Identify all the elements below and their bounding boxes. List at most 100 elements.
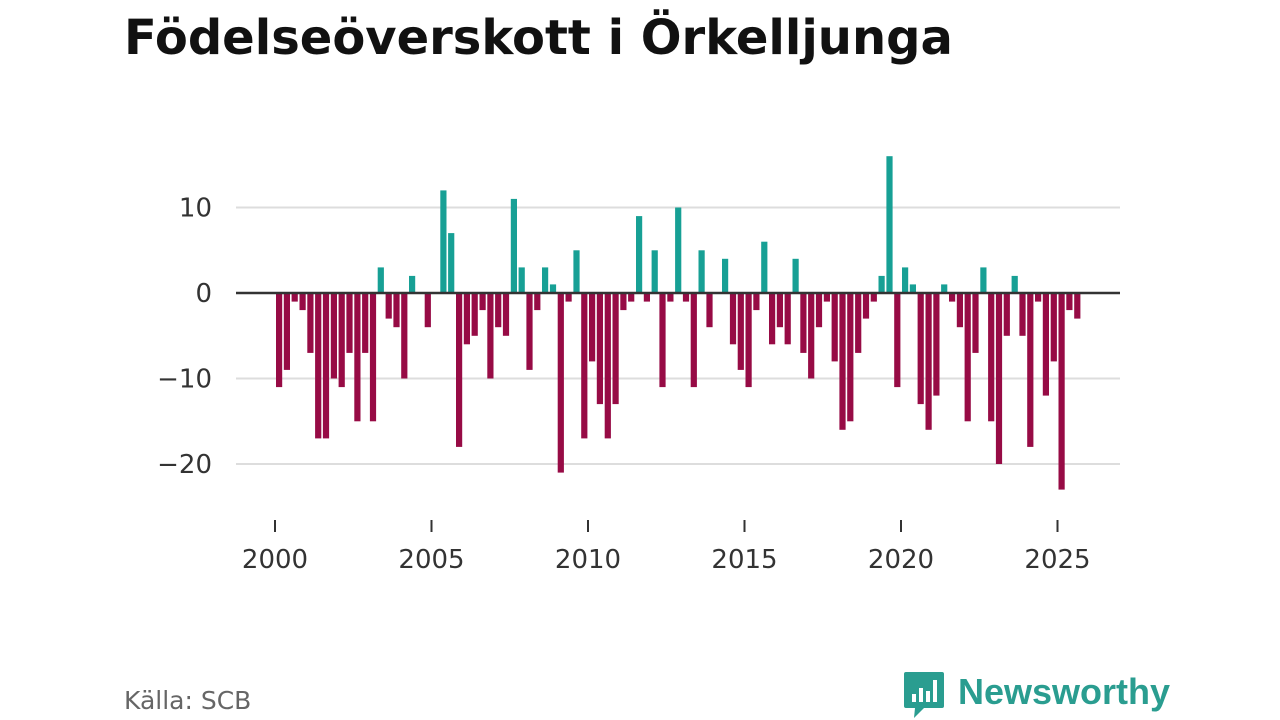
bar <box>667 293 674 302</box>
bar <box>808 293 815 379</box>
bar <box>409 275 416 293</box>
bar <box>612 293 619 405</box>
bar <box>855 293 862 353</box>
bar <box>1003 293 1010 336</box>
bar <box>909 284 916 293</box>
chart-title: Födelseöverskott i Örkelljunga <box>124 10 953 66</box>
bar <box>502 293 510 336</box>
bar <box>338 293 345 388</box>
bar <box>549 284 557 293</box>
x-tick-label: 2005 <box>398 545 464 575</box>
bar <box>565 293 572 302</box>
bar <box>1058 293 1065 490</box>
bar <box>463 293 470 345</box>
bar <box>510 198 517 293</box>
x-tick-label: 2020 <box>868 545 934 575</box>
bar <box>964 293 971 422</box>
bar <box>1035 293 1042 302</box>
bar <box>518 267 525 293</box>
x-tick-label: 2010 <box>555 545 621 575</box>
bar <box>385 293 392 319</box>
bar <box>362 293 369 353</box>
bar <box>988 293 995 422</box>
bar <box>784 293 791 345</box>
bar <box>729 293 737 345</box>
bar <box>401 293 408 379</box>
bar <box>1042 293 1049 396</box>
bar <box>949 293 956 302</box>
bar <box>1066 293 1073 311</box>
bar <box>299 293 306 311</box>
bar <box>753 293 760 311</box>
y-tick-label: −10 <box>157 365 212 395</box>
y-axis: 10 0 −10 −20 <box>157 194 212 481</box>
bar <box>761 241 768 293</box>
brand-name: Newsworthy <box>958 671 1171 712</box>
x-tick-label: 2025 <box>1024 545 1090 575</box>
bar <box>424 293 431 328</box>
bar <box>831 293 838 362</box>
bar <box>330 293 337 379</box>
bar <box>479 293 486 311</box>
bar <box>471 293 478 336</box>
bar <box>291 293 298 302</box>
bar <box>675 207 682 293</box>
bar <box>745 293 752 388</box>
bar <box>722 258 729 293</box>
bar <box>933 293 940 396</box>
bar <box>283 293 290 370</box>
bar <box>776 293 783 328</box>
bar <box>542 267 549 293</box>
x-tick-label: 2015 <box>711 545 777 575</box>
bar <box>643 293 650 302</box>
bar <box>698 250 705 294</box>
bar <box>456 293 463 447</box>
bar <box>886 156 893 293</box>
newsworthy-logo-icon <box>904 672 944 718</box>
bar <box>980 267 987 293</box>
bar-chart: 10 0 −10 −20 2000 2005 2010 2015 2020 2025 <box>157 156 1120 575</box>
bar <box>377 267 384 293</box>
bar <box>659 293 666 388</box>
bar <box>651 250 658 294</box>
bar <box>815 293 823 328</box>
bar <box>1011 275 1018 293</box>
bar <box>1019 293 1026 336</box>
bars <box>276 156 1081 490</box>
bar <box>902 267 909 293</box>
bar <box>526 293 533 370</box>
bar <box>557 293 564 473</box>
bar <box>354 293 361 422</box>
bar <box>878 275 885 293</box>
bar <box>917 293 924 405</box>
bar <box>1027 293 1034 447</box>
bar <box>792 258 799 293</box>
bar <box>894 293 901 388</box>
bar <box>307 293 314 353</box>
bar <box>862 293 870 319</box>
bar <box>369 293 377 422</box>
bar <box>573 250 580 294</box>
bar <box>581 293 588 439</box>
y-tick-label: 0 <box>195 279 212 309</box>
bar <box>322 293 330 439</box>
source-note: Källa: SCB <box>124 686 252 715</box>
bar <box>534 293 541 311</box>
bar <box>628 293 635 302</box>
bar <box>276 293 283 388</box>
bar <box>839 293 846 430</box>
bar <box>972 293 979 353</box>
bar <box>315 293 322 439</box>
bar <box>847 293 854 422</box>
x-tick-label: 2000 <box>242 545 308 575</box>
y-tick-label: −20 <box>157 450 212 480</box>
bar <box>800 293 807 353</box>
bar <box>737 293 744 370</box>
bar <box>956 293 963 328</box>
bar <box>596 293 603 405</box>
bar <box>604 293 611 439</box>
bar <box>870 293 877 302</box>
bar <box>682 293 690 302</box>
bar <box>636 216 643 293</box>
bar <box>941 284 948 293</box>
